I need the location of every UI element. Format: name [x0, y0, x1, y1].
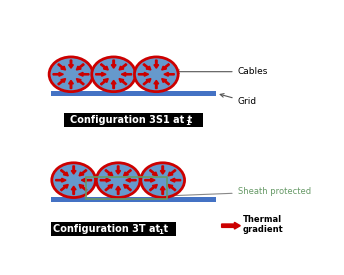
FancyArrow shape — [76, 64, 84, 70]
FancyArrow shape — [105, 185, 113, 191]
Text: 1: 1 — [159, 229, 163, 235]
FancyArrow shape — [162, 64, 170, 70]
Bar — [64, 113, 203, 127]
Text: Sheath protected: Sheath protected — [171, 187, 311, 197]
Bar — [51, 91, 216, 96]
FancyArrow shape — [143, 79, 151, 85]
Circle shape — [49, 57, 93, 92]
FancyArrow shape — [150, 185, 157, 191]
FancyArrow shape — [68, 60, 73, 68]
Text: Grid: Grid — [220, 94, 257, 106]
FancyArrow shape — [61, 185, 68, 191]
FancyArrow shape — [123, 185, 131, 191]
FancyArrow shape — [123, 170, 131, 176]
FancyArrow shape — [126, 178, 136, 182]
Text: 1: 1 — [186, 120, 191, 126]
Text: Configuration 3S1 at t: Configuration 3S1 at t — [70, 115, 192, 125]
FancyArrow shape — [160, 166, 165, 174]
Circle shape — [52, 163, 96, 197]
FancyArrow shape — [222, 222, 240, 229]
FancyArrow shape — [71, 166, 76, 174]
FancyArrow shape — [100, 79, 108, 85]
FancyArrow shape — [76, 79, 84, 85]
Circle shape — [141, 163, 185, 197]
FancyArrow shape — [168, 170, 176, 176]
FancyArrow shape — [58, 64, 66, 70]
FancyArrow shape — [145, 178, 155, 182]
FancyArrow shape — [61, 170, 68, 176]
Circle shape — [92, 57, 136, 92]
FancyArrow shape — [154, 80, 159, 89]
FancyArrow shape — [162, 79, 170, 85]
FancyArrow shape — [100, 178, 110, 182]
Bar — [51, 222, 176, 236]
FancyArrow shape — [96, 72, 106, 76]
FancyArrow shape — [150, 170, 157, 176]
FancyArrow shape — [105, 170, 113, 176]
FancyArrow shape — [138, 72, 149, 76]
FancyArrow shape — [111, 80, 116, 89]
FancyArrow shape — [116, 166, 121, 174]
FancyArrow shape — [53, 72, 63, 76]
FancyArrow shape — [58, 79, 66, 85]
FancyArrow shape — [79, 72, 89, 76]
FancyArrow shape — [168, 185, 176, 191]
FancyArrow shape — [111, 60, 116, 68]
FancyArrow shape — [154, 60, 159, 68]
Text: Configuration 3T at t: Configuration 3T at t — [53, 224, 169, 234]
FancyArrow shape — [160, 186, 165, 194]
FancyArrow shape — [170, 178, 181, 182]
FancyArrow shape — [71, 186, 76, 194]
FancyArrow shape — [164, 72, 174, 76]
FancyArrow shape — [119, 64, 127, 70]
FancyArrow shape — [121, 72, 131, 76]
FancyArrow shape — [100, 64, 108, 70]
Circle shape — [96, 163, 140, 197]
FancyArrow shape — [68, 80, 73, 89]
FancyArrow shape — [143, 64, 151, 70]
FancyArrow shape — [79, 170, 87, 176]
FancyArrow shape — [56, 178, 66, 182]
Bar — [51, 197, 216, 202]
Circle shape — [135, 57, 178, 92]
Text: Thermal
gradient: Thermal gradient — [243, 215, 284, 234]
FancyArrow shape — [119, 79, 127, 85]
Text: Cables: Cables — [176, 67, 268, 76]
FancyArrow shape — [79, 185, 87, 191]
FancyArrow shape — [81, 178, 92, 182]
Bar — [86, 177, 167, 199]
FancyArrow shape — [116, 186, 121, 194]
